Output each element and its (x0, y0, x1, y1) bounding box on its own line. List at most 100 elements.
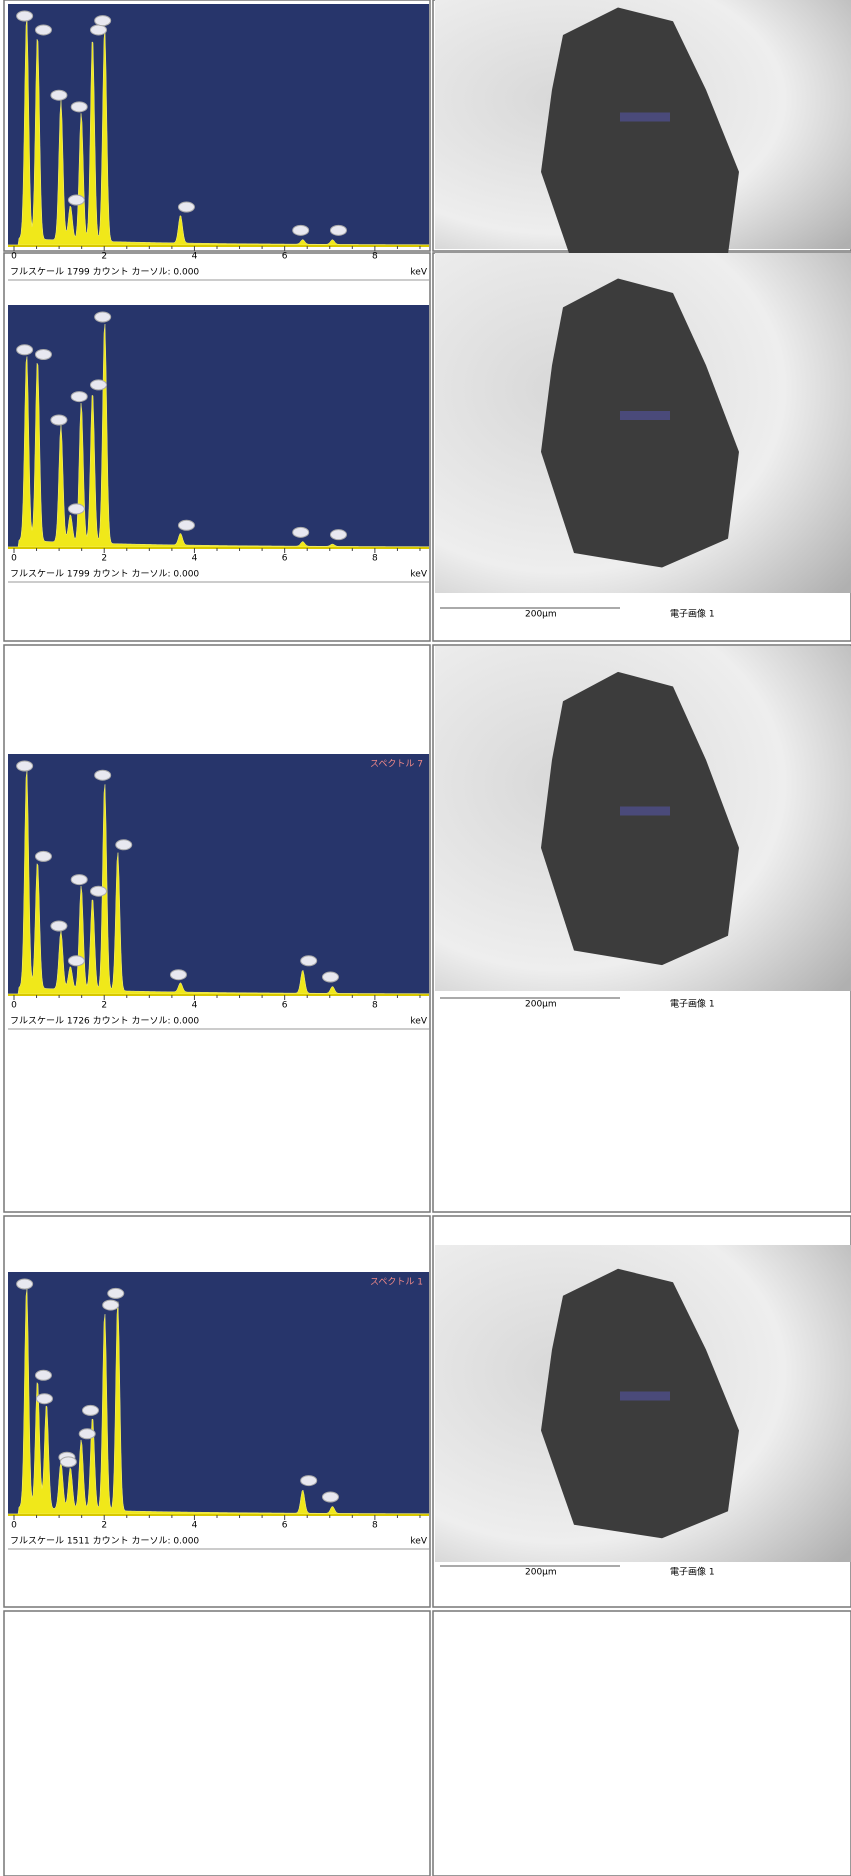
scale-text: 200μm (525, 610, 557, 620)
peak-label (321, 1491, 339, 1503)
peak-label (177, 519, 195, 531)
peak-label (81, 1404, 99, 1416)
axis-tick-label: 0 (11, 1001, 17, 1011)
peak-label (321, 971, 339, 983)
axis-tick-label: 4 (192, 252, 198, 262)
fullscale-text: フルスケール 1726 カウント カーソル: 0.000 (10, 1016, 199, 1027)
cell (432, 1215, 851, 1608)
spectrum-marker (620, 411, 670, 420)
spectrum-curve (8, 324, 430, 548)
cell (432, 1610, 851, 1876)
sample (541, 1268, 739, 1539)
spectrum-marker (620, 1391, 670, 1401)
sample (541, 671, 739, 966)
cell (432, 644, 851, 1213)
peak-label (300, 1475, 318, 1487)
peak-label (329, 224, 347, 236)
cell (3, 1610, 431, 1876)
peak-label (177, 201, 195, 213)
axis-unit: keV (410, 268, 427, 278)
peak-label (329, 529, 347, 541)
peak-label (70, 101, 88, 113)
axis-tick-label: 8 (372, 1001, 378, 1011)
axis-tick-label: 2 (101, 1521, 107, 1531)
axis-unit: keV (410, 1017, 427, 1027)
peak-label (35, 1393, 53, 1405)
axis-tick-label: 0 (11, 554, 17, 564)
peak-label (70, 874, 88, 886)
peak-label (94, 311, 112, 323)
peak-label (50, 414, 68, 426)
peak-label (107, 1287, 125, 1299)
axis-tick-label: 6 (282, 252, 288, 262)
cell (3, 644, 431, 1213)
cell (3, 252, 431, 642)
peak-label (89, 885, 107, 897)
image-caption: 電子画像 1 (670, 998, 715, 1010)
peak-label (50, 920, 68, 932)
axis-tick-label: 0 (11, 252, 17, 262)
peak-label (78, 1428, 96, 1440)
peak-label (34, 1369, 52, 1381)
peak-label (67, 194, 85, 206)
axis-tick-label: 4 (192, 1521, 198, 1531)
peak-label (89, 379, 107, 391)
scale-text: 200μm (525, 1568, 557, 1578)
axis-tick-label: 4 (192, 1001, 198, 1011)
spectrum-marker (620, 112, 670, 122)
spectrum-curve (8, 1288, 430, 1515)
peak-label (34, 24, 52, 36)
axis-tick-label: 8 (372, 554, 378, 564)
peak-label (292, 224, 310, 236)
spectrum-name: スペクトル 7 (370, 759, 423, 770)
axis-tick-label: 6 (282, 1521, 288, 1531)
axis-tick-label: 8 (372, 1521, 378, 1531)
axis-tick-label: 2 (101, 252, 107, 262)
axis-unit: keV (410, 1537, 427, 1547)
axis-tick-label: 8 (372, 252, 378, 262)
sample (541, 278, 739, 568)
axis-unit: keV (410, 570, 427, 580)
peak-label (16, 344, 34, 356)
cell (3, 1215, 431, 1608)
sample (541, 7, 739, 282)
peak-label (16, 1278, 34, 1290)
peak-label (67, 503, 85, 515)
peak-label (89, 24, 107, 36)
peak-label (34, 348, 52, 360)
axis-tick-label: 2 (101, 554, 107, 564)
peak-label (34, 850, 52, 862)
fullscale-text: フルスケール 1799 カウント カーソル: 0.000 (10, 569, 199, 580)
spectrum-plot (8, 1272, 429, 1514)
axis-tick-label: 6 (282, 554, 288, 564)
axis-tick-label: 4 (192, 554, 198, 564)
axis-tick-label: 6 (282, 1001, 288, 1011)
axis-tick-label: 2 (101, 1001, 107, 1011)
axis-tick-label: 0 (11, 1521, 17, 1531)
peak-label (115, 839, 133, 851)
peak-label (94, 769, 112, 781)
peak-label (16, 10, 34, 22)
peak-label (292, 526, 310, 538)
fullscale-text: フルスケール 1799 カウント カーソル: 0.000 (10, 267, 199, 278)
peak-label (300, 955, 318, 967)
peak-label (169, 969, 187, 981)
spectrum-marker (620, 806, 670, 816)
fullscale-text: フルスケール 1511 カウント カーソル: 0.000 (10, 1536, 199, 1547)
cell (3, 0, 431, 252)
image-caption: 電子画像 1 (670, 608, 715, 620)
scale-text: 200μm (525, 1000, 557, 1010)
spectrum-curve (8, 770, 430, 995)
spectrum-curve (8, 18, 430, 246)
image-caption: 電子画像 1 (670, 1566, 715, 1578)
peak-label (94, 15, 112, 27)
peak-label (67, 955, 85, 967)
peak-label (16, 760, 34, 772)
peak-label (59, 1456, 77, 1468)
peak-label (70, 391, 88, 403)
spectrum-name: スペクトル 1 (370, 1277, 423, 1288)
peak-label (102, 1299, 120, 1311)
peak-label (50, 89, 68, 101)
